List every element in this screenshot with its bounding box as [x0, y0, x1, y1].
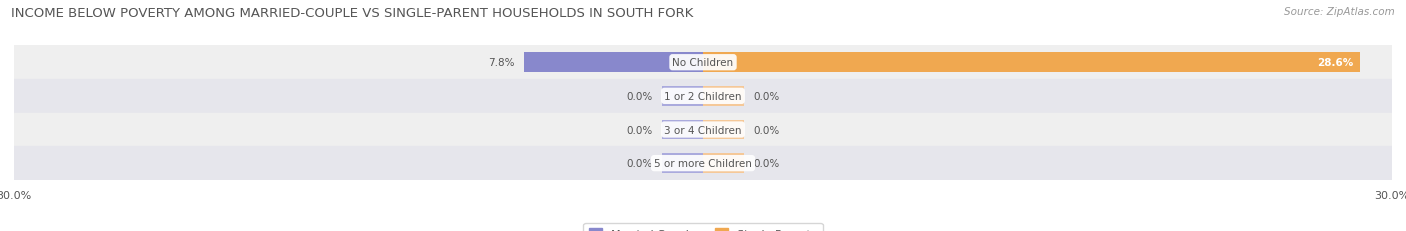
Text: No Children: No Children	[672, 58, 734, 68]
Text: INCOME BELOW POVERTY AMONG MARRIED-COUPLE VS SINGLE-PARENT HOUSEHOLDS IN SOUTH F: INCOME BELOW POVERTY AMONG MARRIED-COUPL…	[11, 7, 693, 20]
Text: 28.6%: 28.6%	[1316, 58, 1353, 68]
Text: 0.0%: 0.0%	[626, 91, 652, 101]
Text: 7.8%: 7.8%	[488, 58, 515, 68]
Bar	[703, 120, 744, 140]
Bar	[662, 120, 703, 140]
Bar	[14, 46, 1392, 80]
Bar	[524, 53, 703, 73]
Bar	[14, 113, 1392, 147]
Text: 0.0%: 0.0%	[754, 91, 780, 101]
Bar	[662, 154, 703, 173]
Text: 0.0%: 0.0%	[754, 158, 780, 168]
Bar	[703, 53, 1360, 73]
Text: 3 or 4 Children: 3 or 4 Children	[664, 125, 742, 135]
Text: Source: ZipAtlas.com: Source: ZipAtlas.com	[1284, 7, 1395, 17]
Text: 5 or more Children: 5 or more Children	[654, 158, 752, 168]
Legend: Married Couples, Single Parents: Married Couples, Single Parents	[583, 223, 823, 231]
Bar	[14, 147, 1392, 180]
Bar	[14, 80, 1392, 113]
Text: 0.0%: 0.0%	[754, 125, 780, 135]
Bar	[703, 154, 744, 173]
Bar	[662, 87, 703, 106]
Text: 0.0%: 0.0%	[626, 125, 652, 135]
Text: 0.0%: 0.0%	[626, 158, 652, 168]
Text: 1 or 2 Children: 1 or 2 Children	[664, 91, 742, 101]
Bar	[703, 87, 744, 106]
